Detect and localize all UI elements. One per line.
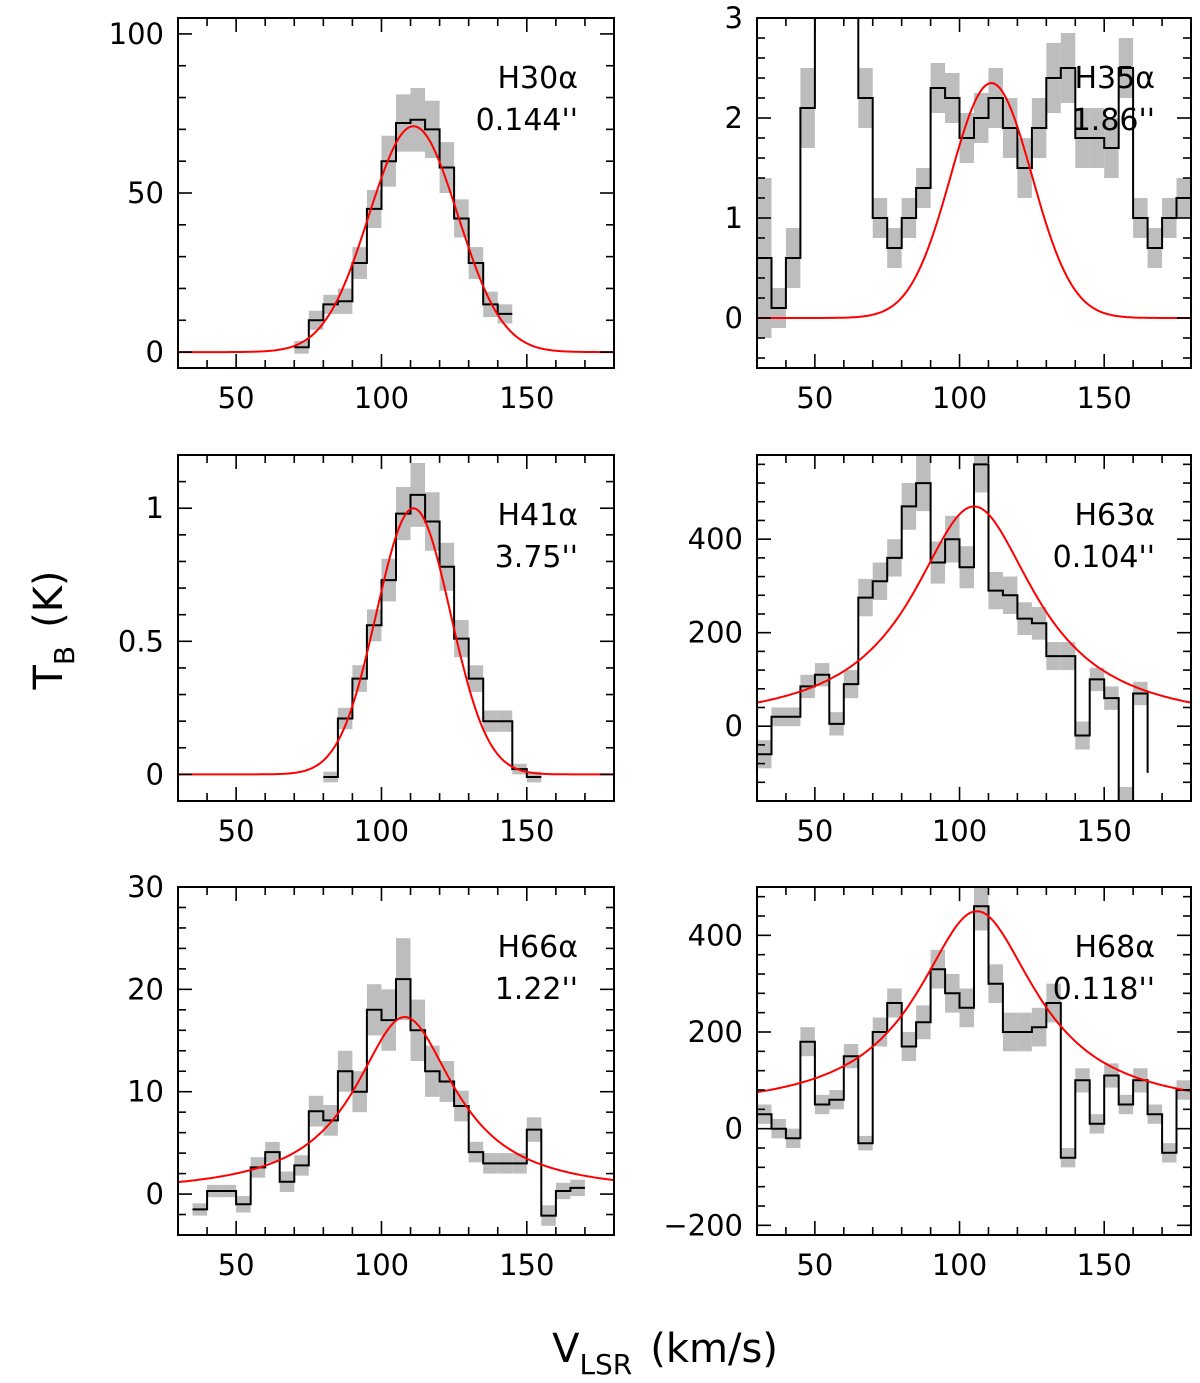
x-tick-label: 150: [499, 1248, 554, 1282]
plot-frame: [177, 454, 615, 802]
panel-2: 50 100 150 0 1 2 3 H35α 1.86'': [725, 1, 1192, 415]
y-tick-label: 0: [725, 1112, 743, 1146]
y-tick-label: 1: [725, 201, 743, 235]
y-axis-symbol: T: [26, 665, 72, 691]
uncertainty-band: [1118, 786, 1134, 801]
y-tick-label: 100: [109, 17, 164, 51]
x-axis-symbol: V: [552, 1326, 580, 1372]
y-tick-label: 2: [725, 101, 743, 135]
transition-label: H41α: [497, 498, 578, 533]
y-tick-label: 10: [127, 1075, 164, 1109]
plot-frame: [177, 886, 615, 1236]
x-axis-title: VLSR (km/s): [552, 1326, 778, 1381]
beam-size-label: 3.75'': [495, 540, 578, 575]
y-tick-label: 50: [127, 176, 164, 210]
beam-size-label: 1.22'': [495, 972, 578, 1007]
fit-curve: [757, 910, 1191, 1094]
plot-area: [178, 938, 614, 1226]
x-tick-label: 150: [1077, 1248, 1132, 1282]
x-tick-label: 150: [1077, 381, 1132, 415]
transition-label: H30α: [497, 61, 578, 96]
y-axis-units: (K): [26, 570, 72, 627]
x-tick-label: 100: [354, 814, 409, 848]
x-tick-label: 100: [932, 381, 987, 415]
fit-curve: [178, 1015, 614, 1184]
y-tick-label: 20: [127, 972, 164, 1006]
y-tick-label: 0: [146, 1177, 164, 1211]
x-tick-label: 50: [218, 1248, 255, 1282]
plot-area: [757, 887, 1191, 1168]
y-tick-label: 0: [725, 301, 743, 335]
x-tick-label: 50: [796, 814, 833, 848]
plot-area: [178, 462, 614, 783]
x-tick-label: 150: [499, 381, 554, 415]
plot-area: [178, 88, 614, 354]
x-tick-label: 50: [796, 381, 833, 415]
y-tick-label: −200: [663, 1208, 743, 1242]
x-tick-label: 100: [932, 814, 987, 848]
y-tick-label: 3: [725, 1, 743, 35]
x-tick-label: 150: [1077, 814, 1132, 848]
y-tick-label: 200: [688, 1015, 743, 1049]
y-tick-label: 0.5: [118, 624, 164, 658]
fit-curve: [178, 507, 614, 776]
transition-label: H68α: [1074, 930, 1155, 965]
observed-spectrum: [192, 978, 585, 1217]
beam-size-label: 0.144'': [476, 103, 578, 138]
x-tick-label: 50: [218, 381, 255, 415]
y-axis-title: TB (K): [26, 570, 81, 690]
panel-6: 50 100 150 −200 0 200 400 H68α 0.118'': [663, 886, 1192, 1282]
x-tick-label: 50: [796, 1248, 833, 1282]
panel-4: 50 100 150 0 200 400 H63α 0.104'': [688, 454, 1192, 848]
fit-curve: [178, 125, 614, 354]
x-tick-label: 100: [354, 381, 409, 415]
x-tick-label: 150: [499, 814, 554, 848]
x-tick-label: 100: [932, 1248, 987, 1282]
plot-area: [757, 455, 1191, 801]
y-tick-label: 400: [688, 522, 743, 556]
transition-label: H66α: [497, 930, 578, 965]
y-tick-label: 1: [146, 491, 164, 525]
panel-3: 50 100 150 0 0.5 1 H41α 3.75'': [118, 454, 615, 848]
y-axis-subscript: B: [48, 646, 81, 665]
x-axis-subscript: LSR: [579, 1348, 632, 1381]
beam-size-label: 0.118'': [1053, 972, 1155, 1007]
panel-5: 50 100 150 0 10 20 30 H66α 1.22'': [127, 870, 615, 1282]
x-tick-label: 50: [218, 814, 255, 848]
fit-curve: [757, 81, 1191, 319]
x-tick-label: 100: [354, 1248, 409, 1282]
y-tick-label: 0: [146, 335, 164, 369]
transition-label: H35α: [1074, 61, 1155, 96]
observed-spectrum: [757, 18, 1191, 309]
y-tick-label: 0: [725, 709, 743, 743]
y-tick-label: 400: [688, 918, 743, 952]
plot-frame: [756, 454, 1192, 802]
plot-area: [757, 18, 1191, 338]
observed-spectrum: [757, 905, 1191, 1159]
fit-curve: [757, 505, 1191, 704]
beam-size-label: 1.86'': [1072, 103, 1155, 138]
plot-frame: [756, 17, 1192, 369]
beam-size-label: 0.104'': [1053, 540, 1155, 575]
y-tick-label: 0: [146, 757, 164, 791]
observed-spectrum: [757, 463, 1149, 801]
panel-1: 50 100 150 0 50 100 H30α 0.144'': [109, 17, 615, 415]
x-axis-units: (km/s): [650, 1326, 778, 1372]
transition-label: H63α: [1074, 498, 1155, 533]
y-tick-label: 30: [127, 870, 164, 904]
plot-frame: [756, 886, 1192, 1236]
uncertainty-band: [974, 887, 989, 931]
y-tick-label: 200: [688, 616, 743, 650]
